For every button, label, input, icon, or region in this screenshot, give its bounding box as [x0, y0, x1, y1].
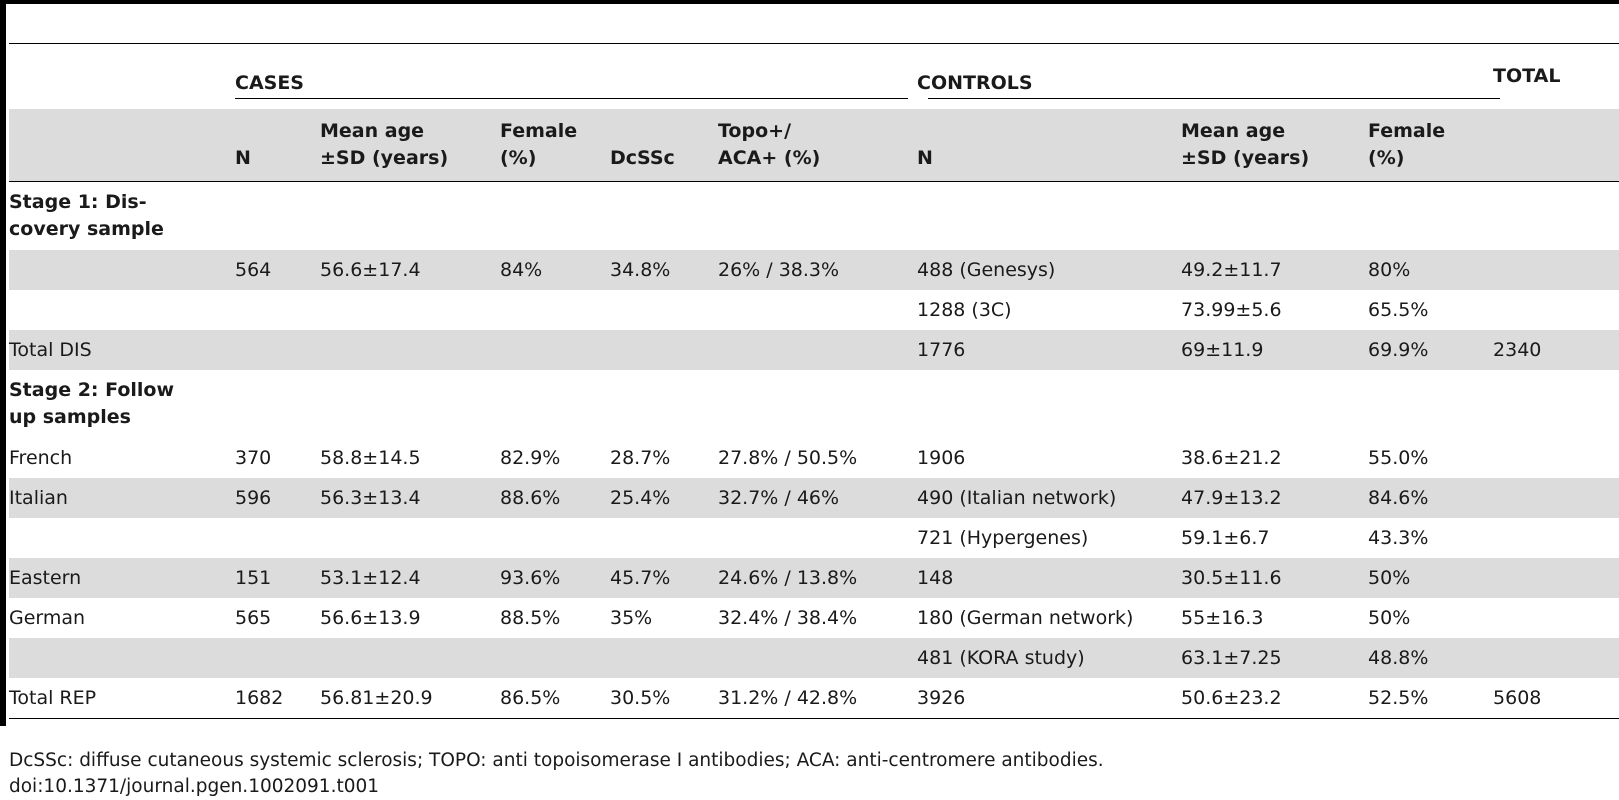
table-row: Italian 596 56.3±13.4 88.6% 25.4% 32.7% / 46%… [9, 478, 1619, 518]
col-cases-n: N [235, 109, 320, 182]
col-cases-female: Female (%) [500, 109, 610, 182]
group-header-row: CASES CONTROLS TOTAL [9, 44, 1619, 109]
footnote-abbreviations: DcSSc: diffuse cutaneous systemic sclero… [9, 750, 1104, 771]
table-row: 1288 (3C) 73.99±5.6 65.5% [917, 298, 1429, 321]
column-header-row: N Mean age ±SD (years) Female (%) DcSSc To… [9, 109, 1619, 182]
table-row: Total REP 1682 56.81±20.9 86.5% 30.5% 31.2% /… [9, 678, 1619, 719]
col-controls-n: N [917, 109, 1182, 182]
table-row: Eastern 151 53.1±12.4 93.6% 45.7% 24.6% / 13.… [9, 558, 1619, 598]
footnote-doi[interactable]: doi:10.1371/journal.pgen.1002091.t001 [9, 776, 380, 797]
section-label: Stage 1: Dis-covery sample [9, 191, 164, 240]
col-topo-aca: Topo+/ACA+ (%) [718, 109, 898, 182]
col-total [1493, 109, 1619, 182]
controls-group-header: CONTROLS [917, 72, 1033, 94]
section-label: Stage 2: Follow up samples [9, 379, 175, 428]
table-row: French 370 58.8±14.5 82.9% 28.7% 27.8% / 50.5… [9, 446, 1429, 469]
table-top-rule [9, 43, 1619, 44]
table-row: 564 56.6±17.4 84% 34.8% 26% / 38.3% 488 (Gene… [9, 250, 1619, 290]
top-border [0, 0, 1619, 4]
table-row: Total DIS 1776 69±11.9 69.9% 2340 [9, 330, 1619, 370]
col-controls-mean-age: Mean age ±SD (years) [1181, 109, 1369, 182]
demographics-table: CASES CONTROLS TOTAL N Mean age ±SD (year… [9, 44, 1619, 719]
cases-group-header: CASES [235, 72, 304, 94]
col-cases-mean-age: Mean age ±SD (years) [320, 109, 500, 182]
col-dcssc: DcSSc [610, 109, 718, 182]
controls-underline [928, 98, 1500, 99]
total-group-header: TOTAL [1493, 65, 1561, 87]
section-stage1: Stage 1: Dis-covery sample [9, 182, 1619, 251]
col-controls-female: Female (%) [1368, 109, 1494, 182]
table-row: 481 (KORA study) 63.1±7.25 48.8% [9, 638, 1619, 678]
left-border [0, 0, 6, 726]
section-stage2: Stage 2: Follow up samples [9, 370, 1619, 438]
table-row: German 565 56.6±13.9 88.5% 35% 32.4% / 38.4% 1… [9, 606, 1411, 629]
table-row: 721 (Hypergenes) 59.1±6.7 43.3% [917, 526, 1429, 549]
cases-underline [235, 98, 908, 99]
